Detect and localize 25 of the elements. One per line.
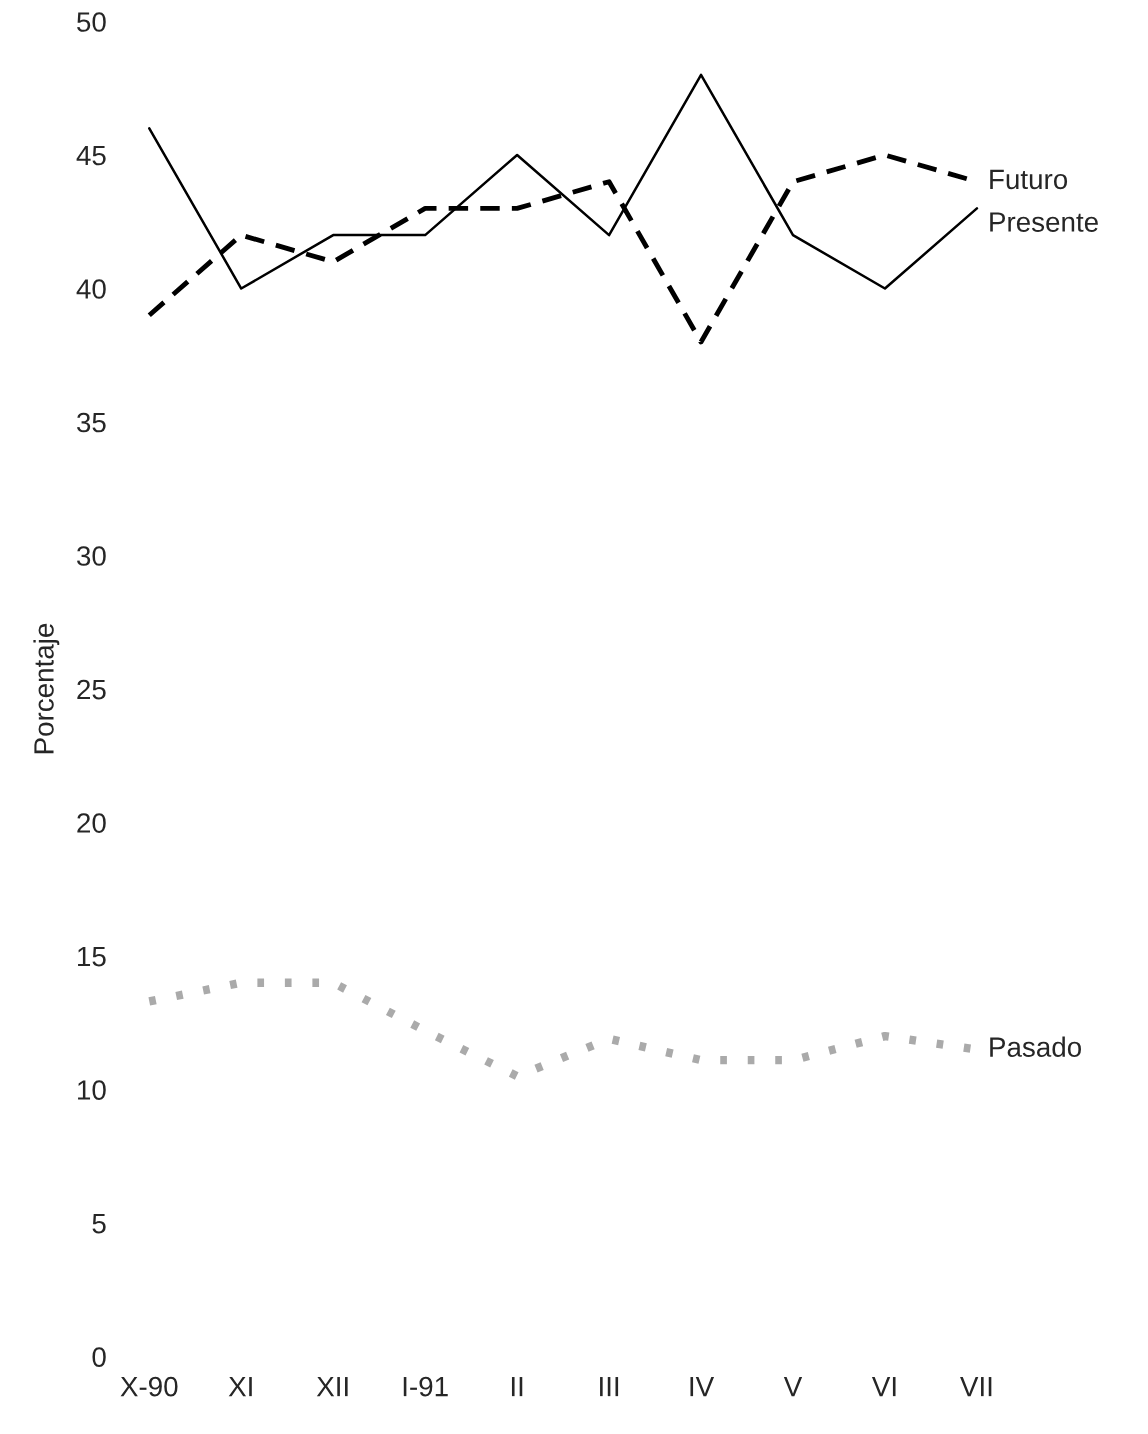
y-tick-label: 20	[77, 813, 106, 833]
y-tick-label: 0	[92, 1347, 106, 1367]
series-label: Presente	[990, 212, 1098, 232]
y-tick-label: 30	[77, 546, 106, 566]
x-tick-label: XI	[228, 1377, 252, 1397]
y-tick-label: 15	[78, 947, 106, 967]
y-axis-title: Porcentaje	[33, 623, 60, 754]
series-label: Pasado	[990, 1036, 1081, 1057]
y-tick-label: 25	[77, 679, 106, 700]
x-tick-label: VI	[871, 1377, 896, 1397]
y-tick-label: 50	[77, 12, 106, 32]
x-tick-label: V	[783, 1377, 803, 1397]
x-tick-label: II	[511, 1377, 523, 1397]
x-tick-label: III	[600, 1377, 619, 1397]
y-tick-label: 35	[77, 412, 106, 433]
x-tick-label: I-91	[403, 1376, 448, 1397]
x-tick-label: X-90	[120, 1376, 178, 1397]
series-label: Futuro	[990, 169, 1068, 190]
x-tick-label: VII	[960, 1377, 992, 1397]
y-tick-label: 5	[92, 1214, 106, 1234]
y-tick-label: 40	[76, 279, 106, 299]
x-tick-label: IV	[690, 1377, 715, 1397]
y-tick-label: 10	[78, 1080, 106, 1100]
y-tick-label: 45	[76, 145, 106, 166]
x-tick-label: XII	[316, 1377, 348, 1397]
